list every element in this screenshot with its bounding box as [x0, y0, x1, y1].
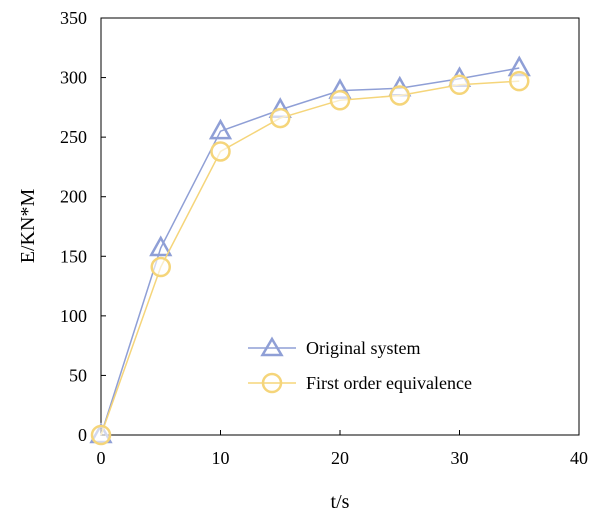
data-point-original [208, 118, 233, 140]
data-point-first-order [509, 70, 530, 92]
data-point-first-order [150, 256, 171, 278]
data-point-first-order [270, 107, 291, 129]
data-point-first-order [329, 89, 351, 111]
y-tick-label: 200 [60, 187, 87, 207]
legend-label-first-order: First order equivalence [306, 373, 472, 393]
legend-triangle-icon [260, 336, 284, 357]
data-point-original [149, 235, 173, 257]
legend-label-original: Original system [306, 338, 421, 358]
data-point-first-order [90, 424, 112, 446]
data-point-first-order [210, 141, 231, 162]
x-tick-label: 10 [212, 448, 230, 468]
x-tick-label: 20 [331, 448, 349, 468]
y-tick-label: 0 [78, 425, 87, 445]
y-tick-label: 250 [60, 127, 87, 147]
y-tick-label: 350 [60, 8, 87, 28]
x-axis: 0 10 20 30 40 [97, 430, 588, 468]
x-tick-label: 0 [97, 448, 106, 468]
legend: Original system First order equivalence [248, 336, 472, 394]
data-point-first-order [389, 85, 410, 106]
y-axis-title: E/KN*M [17, 189, 39, 264]
x-tick-label: 40 [570, 448, 588, 468]
x-tick-label: 30 [451, 448, 469, 468]
y-tick-label: 50 [69, 365, 87, 385]
y-tick-label: 100 [60, 306, 87, 326]
series-layer [89, 55, 531, 446]
x-axis-title: t/s [331, 491, 350, 513]
y-axis: 0 50 100 150 200 250 300 350 [60, 8, 106, 445]
legend-circle-icon [261, 372, 283, 394]
series-line-original [100, 67, 520, 436]
y-tick-label: 300 [60, 68, 87, 88]
data-point-first-order [449, 74, 470, 95]
y-tick-label: 150 [60, 246, 87, 266]
